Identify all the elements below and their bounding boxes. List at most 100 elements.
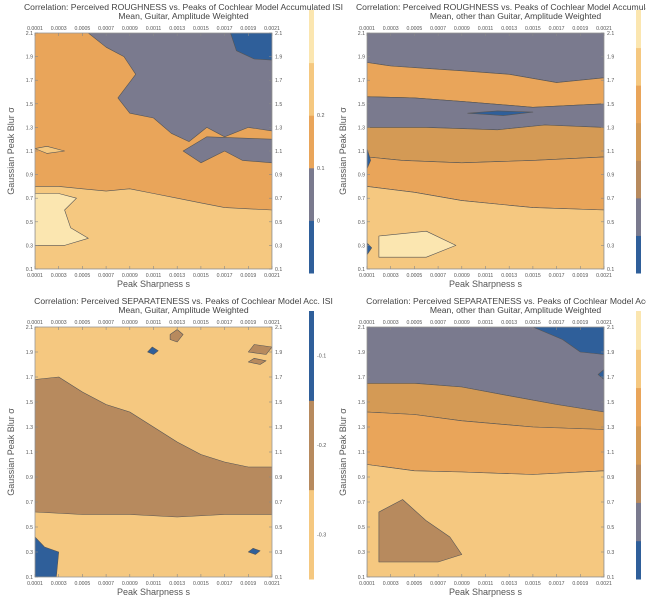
x-tick-label: 0.0003 [51, 273, 67, 279]
y-tick-label-right: 0.3 [275, 550, 282, 556]
y-tick-label-right: 1.5 [275, 102, 282, 108]
chart-subtitle: Mean, Guitar, Amplitude Weighted [118, 11, 248, 21]
contour-region-1 [35, 376, 272, 518]
x-tick-label-top: 0.0007 [98, 320, 114, 326]
y-tick-label-right: 1.7 [607, 78, 614, 84]
colorbar-segment [636, 349, 641, 389]
x-tick-label: 0.0011 [478, 581, 494, 587]
y-tick-label: 1.1 [358, 450, 365, 456]
y-tick-label-right: 1.1 [275, 450, 282, 456]
colorbar-segment [636, 425, 641, 465]
y-tick-label: 0.3 [26, 243, 33, 249]
x-tick-label-top: 0.0013 [169, 320, 185, 326]
contour-region-4 [467, 110, 534, 116]
y-tick-label-right: 1.7 [275, 375, 282, 381]
y-tick-label: 0.7 [358, 196, 365, 202]
y-tick-label-right: 0.1 [607, 575, 614, 581]
x-axis-label: Peak Sharpness s [117, 279, 191, 289]
y-tick-label: 1.5 [26, 102, 33, 108]
colorbar-segment [636, 235, 641, 274]
contour-plot-area [367, 327, 604, 577]
x-tick-label: 0.0021 [596, 581, 612, 587]
contour-region-3 [169, 329, 184, 343]
y-tick-label-right: 1.5 [607, 400, 614, 406]
x-tick-label-top: 0.0017 [217, 26, 233, 32]
chart-panel-2: Correlation: Perceived ROUGHNESS vs. Pea… [338, 2, 646, 289]
x-tick-label: 0.0019 [572, 273, 588, 279]
x-tick-label-top: 0.0013 [501, 320, 517, 326]
x-tick-label-top: 0.0017 [217, 320, 233, 326]
x-tick-label-top: 0.0003 [383, 320, 399, 326]
x-tick-label: 0.0005 [406, 273, 422, 279]
colorbar-label: 0.2 [317, 113, 325, 119]
x-tick-label-top: 0.0003 [51, 26, 67, 32]
chart-subtitle: Mean, other than Guitar, Amplitude Weigh… [430, 11, 602, 21]
x-tick-label-top: 0.0019 [572, 320, 588, 326]
x-tick-label: 0.0009 [454, 581, 470, 587]
y-tick-label-right: 0.3 [607, 243, 614, 249]
contour-region-8 [378, 230, 457, 258]
y-tick-label: 1.9 [358, 55, 365, 61]
y-tick-label: 2.1 [358, 31, 365, 37]
contour-region-7 [248, 548, 261, 555]
y-tick-label: 0.7 [26, 196, 33, 202]
y-tick-label: 1.5 [26, 400, 33, 406]
colorbar-segment [309, 62, 314, 116]
x-tick-label: 0.0019 [572, 581, 588, 587]
x-tick-label: 0.0021 [264, 581, 280, 587]
x-axis-label: Peak Sharpness s [449, 279, 523, 289]
y-tick-label-right: 2.1 [275, 325, 282, 331]
y-tick-label: 1.5 [358, 102, 365, 108]
chart-subtitle: Mean, other than Guitar, Amplitude Weigh… [430, 305, 602, 315]
x-tick-label: 0.0019 [240, 273, 256, 279]
contour-region-6 [532, 327, 604, 355]
y-tick-label: 1.7 [358, 78, 365, 84]
chart-title: Correlation: Perceived SEPARATENESS vs. … [34, 296, 333, 306]
y-tick-label: 0.9 [358, 173, 365, 179]
chart-panel-1: Correlation: Perceived ROUGHNESS vs. Pea… [6, 2, 343, 289]
colorbar-label: -0.1 [317, 354, 326, 360]
x-tick-label: 0.0005 [406, 581, 422, 587]
y-tick-label-right: 1.7 [275, 78, 282, 84]
x-tick-label: 0.0005 [74, 273, 90, 279]
y-tick-label: 1.9 [26, 350, 33, 356]
colorbar-segment [636, 85, 641, 124]
x-tick-label-top: 0.0009 [454, 320, 470, 326]
y-tick-label-right: 0.1 [275, 575, 282, 581]
x-tick-label-top: 0.0019 [240, 320, 256, 326]
x-tick-label: 0.0015 [525, 581, 541, 587]
y-tick-label-right: 0.9 [607, 173, 614, 179]
y-tick-label-right: 0.7 [607, 500, 614, 506]
y-tick-label: 0.9 [26, 173, 33, 179]
y-tick-label-right: 1.1 [607, 450, 614, 456]
y-tick-label-right: 1.5 [275, 400, 282, 406]
y-tick-label: 2.1 [26, 325, 33, 331]
contour-region-6 [147, 346, 159, 355]
colorbar-segment [636, 311, 641, 350]
x-tick-label: 0.0001 [359, 581, 375, 587]
colorbar-label: 0 [317, 218, 320, 224]
y-tick-label-right: 0.1 [275, 267, 282, 273]
contour-region-6 [35, 186, 272, 269]
y-tick-label-right: 2.1 [607, 31, 614, 37]
x-tick-label-top: 0.0005 [74, 26, 90, 32]
y-tick-label-right: 0.9 [275, 475, 282, 481]
y-tick-label-right: 2.1 [275, 31, 282, 37]
contour-plot-area [35, 33, 272, 269]
y-tick-label-right: 0.5 [607, 220, 614, 226]
y-tick-label: 1.3 [358, 125, 365, 131]
x-tick-label: 0.0005 [74, 581, 90, 587]
y-tick-label: 1.3 [26, 425, 33, 431]
x-tick-label-top: 0.0009 [122, 26, 138, 32]
y-axis-label: Gaussian Peak Blur σ [6, 408, 16, 496]
y-tick-label: 0.5 [358, 220, 365, 226]
x-tick-label-top: 0.0021 [596, 320, 612, 326]
contour-region-4 [248, 344, 272, 355]
y-tick-label: 1.9 [358, 350, 365, 356]
contour-region-9 [367, 148, 371, 169]
x-tick-label-top: 0.0011 [478, 26, 494, 32]
y-tick-label-right: 1.3 [607, 425, 614, 431]
x-tick-label: 0.0017 [217, 581, 233, 587]
colorbar-segment [636, 122, 641, 161]
